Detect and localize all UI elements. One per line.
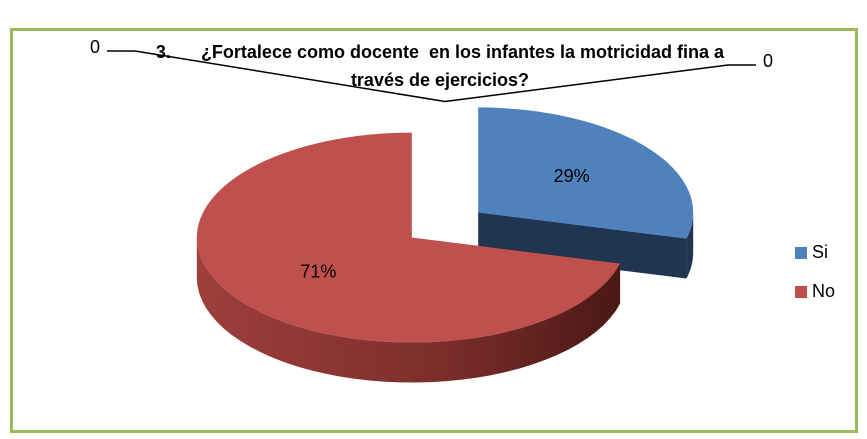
data-label: 71% — [300, 262, 336, 282]
chart-title: 3. ¿Fortalece como docente en los infant… — [155, 42, 730, 90]
slice-side — [478, 212, 687, 279]
legend-label: No — [812, 281, 835, 301]
legend-label: Si — [812, 242, 828, 262]
data-label: 29% — [554, 166, 590, 186]
data-label: 0 — [90, 37, 100, 57]
slice-side — [196, 237, 621, 383]
slice-side — [686, 212, 694, 279]
data-label: 0 — [763, 51, 773, 71]
slice — [196, 132, 621, 343]
legend-swatch — [795, 286, 807, 298]
leader-line — [444, 64, 756, 103]
leader-line — [107, 50, 446, 103]
legend-swatch — [795, 247, 807, 259]
slice — [478, 107, 694, 239]
